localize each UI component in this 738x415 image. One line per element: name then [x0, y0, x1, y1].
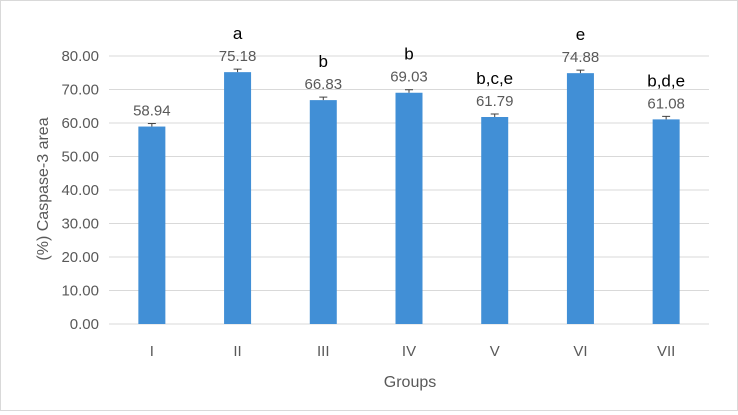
y-tick-label: 20.00: [61, 249, 99, 266]
x-tick-label: II: [233, 343, 241, 360]
error-bar: [490, 113, 499, 118]
x-axis-title: Groups: [384, 374, 436, 391]
bar: [652, 119, 680, 324]
error-bar: [147, 123, 156, 127]
data-label: 75.18: [219, 48, 257, 65]
y-tick-label: 40.00: [61, 182, 99, 199]
error-bar: [662, 115, 671, 120]
data-label: 58.94: [133, 103, 171, 120]
y-tick-label: 70.00: [61, 82, 99, 99]
bars: [138, 72, 680, 325]
y-tick-label: 80.00: [61, 48, 99, 65]
data-labels: 58.94 75.18 66.83 69.03 61.79 74.88 61.08: [133, 48, 685, 119]
bar: [566, 73, 594, 324]
x-tick-label: III: [317, 343, 330, 360]
x-tick-label: VI: [573, 343, 587, 360]
bar: [395, 92, 423, 324]
data-label: 61.79: [476, 93, 514, 110]
y-tick-label: 10.00: [61, 283, 99, 300]
bar: [138, 126, 166, 325]
y-axis-tick-labels: 0.00 10.00 20.00 30.00 40.00 50.00 60.00 70.00 8…: [61, 48, 99, 333]
significance-labels: a b b b,c,e e b,d,e: [233, 24, 685, 90]
significance-label: b: [319, 52, 328, 71]
data-label: 69.03: [390, 69, 428, 86]
data-label: 66.83: [305, 76, 343, 93]
significance-label: b,c,e: [476, 69, 513, 88]
error-bar: [233, 68, 242, 73]
error-bar: [319, 96, 328, 101]
x-tick-label: I: [150, 343, 154, 360]
bar: [481, 117, 509, 324]
y-tick-label: 50.00: [61, 149, 99, 166]
y-axis-title: (%) Caspase-3 area: [35, 117, 52, 260]
error-bars: [147, 68, 671, 127]
error-bar: [576, 69, 585, 74]
y-tick-label: 0.00: [70, 316, 99, 333]
x-tick-label: IV: [402, 343, 416, 360]
y-tick-label: 30.00: [61, 216, 99, 233]
bar: [224, 72, 252, 324]
significance-label: b: [404, 45, 413, 64]
data-label: 61.08: [647, 95, 685, 112]
significance-label: a: [233, 24, 243, 43]
x-axis-tick-labels: I II III IV V VI VII: [150, 343, 676, 360]
y-tick-label: 60.00: [61, 115, 99, 132]
bar: [309, 100, 337, 324]
x-tick-label: V: [490, 343, 500, 360]
data-label: 74.88: [562, 49, 600, 66]
x-tick-label: VII: [657, 343, 675, 360]
significance-label: e: [576, 25, 585, 44]
error-bar: [405, 89, 413, 93]
significance-label: b,d,e: [647, 71, 685, 90]
